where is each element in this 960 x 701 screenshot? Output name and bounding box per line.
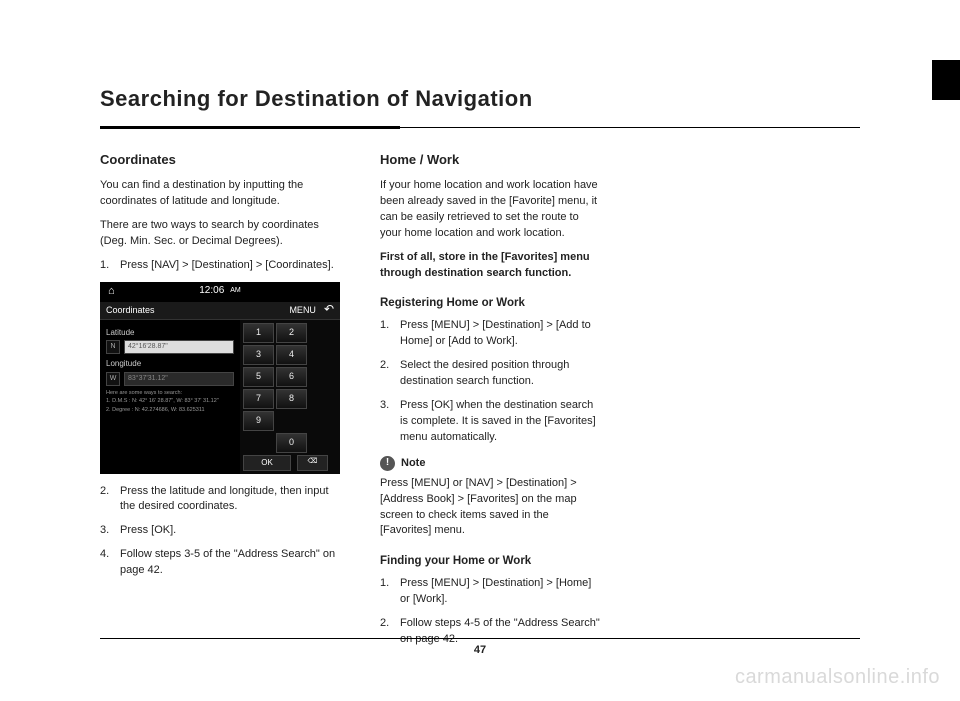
shot-menu: MENU: [289, 304, 316, 317]
step: Press the latitude and longitude, then i…: [100, 484, 340, 516]
lon-dir: W: [106, 372, 120, 386]
page-content: Searching for Destination of Navigation …: [100, 86, 860, 656]
lon-input: 83°37'31.12": [124, 372, 234, 386]
lat-input: 42°16'28.87": [124, 340, 234, 354]
hint-title: Here are some ways to search:: [106, 390, 234, 397]
note-label: Note: [401, 456, 425, 472]
key-ok: OK: [243, 455, 291, 471]
column-coordinates: Coordinates You can find a destination b…: [100, 151, 340, 656]
key-4: 4: [276, 345, 307, 365]
coordinates-screenshot: ⌂ 12:06 AM Coordinates MENU ↶ Latitude: [100, 282, 340, 474]
column-empty: [640, 151, 860, 656]
lat-label: Latitude: [106, 327, 234, 339]
para: You can find a destination by inputting …: [100, 178, 340, 210]
note-body: Press [MENU] or [NAV] > [Destination] > …: [380, 476, 600, 540]
page-title: Searching for Destination of Navigation: [100, 86, 860, 112]
watermark: carmanualsonline.info: [735, 666, 940, 689]
lat-dir: N: [106, 340, 120, 354]
side-tab: [932, 60, 960, 100]
hint-line: 2. Degree : N: 42.274686, W: 83.625311: [106, 407, 234, 414]
key-2: 2: [276, 323, 307, 343]
heading-home-work: Home / Work: [380, 151, 600, 170]
steps-list: Press [MENU] > [Destination] > [Add to H…: [380, 318, 600, 446]
hint-line: 1. D.M.S : N: 42° 16' 28.87", W: 83° 37'…: [106, 398, 234, 405]
key-8: 8: [276, 389, 307, 409]
key-del: ⌫: [297, 455, 328, 471]
step: Press [NAV] > [Destination] > [Coordinat…: [100, 258, 340, 274]
key-7: 7: [243, 389, 274, 409]
step: Select the desired position through dest…: [380, 358, 600, 390]
key-6: 6: [276, 367, 307, 387]
shot-title: Coordinates: [106, 304, 155, 317]
steps-list: Press the latitude and longitude, then i…: [100, 484, 340, 580]
footer-rule: [100, 638, 860, 639]
subheading-registering: Registering Home or Work: [380, 295, 600, 312]
columns: Coordinates You can find a destination b…: [100, 151, 860, 656]
step: Press [MENU] > [Destination] > [Add to H…: [380, 318, 600, 350]
shot-titlebar: Coordinates MENU ↶: [100, 302, 340, 320]
home-icon: ⌂: [108, 284, 115, 300]
subheading-finding: Finding your Home or Work: [380, 553, 600, 570]
step: Press [OK] when the destination search i…: [380, 398, 600, 446]
heading-coordinates: Coordinates: [100, 151, 340, 170]
step: Press [MENU] > [Destination] > [Home] or…: [380, 576, 600, 608]
key-0: 0: [276, 433, 307, 453]
shot-ampm: AM: [230, 286, 241, 296]
page-number: 47: [0, 644, 960, 656]
key-5: 5: [243, 367, 274, 387]
note-row: ! Note: [380, 456, 600, 472]
para-bold: First of all, store in the [Favorites] m…: [380, 250, 600, 282]
shot-body: Latitude N 42°16'28.87" Longitude W 83°3…: [100, 320, 340, 474]
step: Follow steps 3-5 of the "Address Search"…: [100, 547, 340, 579]
keypad: 1 2 3 4 5 6 7 8 9 0 OK ⌫: [240, 320, 340, 474]
steps-list: Press [NAV] > [Destination] > [Coordinat…: [100, 258, 340, 274]
shot-time: 12:06: [199, 284, 224, 299]
step: Press [OK].: [100, 523, 340, 539]
column-home-work: Home / Work If your home location and wo…: [380, 151, 600, 656]
key-9: 9: [243, 411, 274, 431]
para: If your home location and work location …: [380, 178, 600, 242]
shot-statusbar: ⌂ 12:06 AM: [100, 282, 340, 302]
key-3: 3: [243, 345, 274, 365]
info-icon: !: [380, 456, 395, 471]
para: There are two ways to search by coordina…: [100, 218, 340, 250]
back-icon: ↶: [324, 301, 334, 318]
lon-label: Longitude: [106, 358, 234, 370]
key-1: 1: [243, 323, 274, 343]
title-rule: [100, 126, 860, 129]
